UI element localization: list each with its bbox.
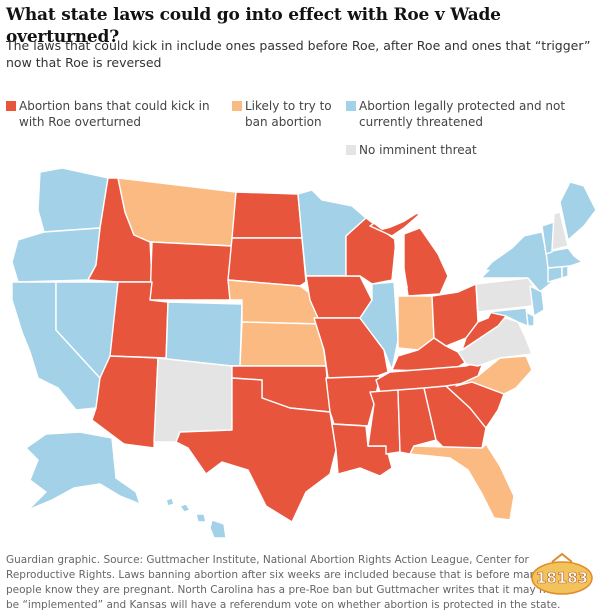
legend-label-protected: Abortion legally protected and not curre… <box>359 99 566 129</box>
lake-erie <box>446 268 490 286</box>
lake-michigan <box>394 234 408 288</box>
state-illinois <box>359 281 399 371</box>
state-colorado <box>165 301 243 367</box>
state-rhode-island <box>561 265 569 279</box>
state-iowa <box>305 275 373 319</box>
state-north-carolina <box>455 355 533 395</box>
state-hawaii <box>165 497 227 539</box>
site-watermark-logo: 18183 <box>531 552 593 595</box>
state-kansas <box>239 321 327 367</box>
state-maryland <box>487 307 529 327</box>
source-footnote: Guardian graphic. Source: Guttmacher Ins… <box>6 554 561 611</box>
state-vermont <box>541 221 555 255</box>
legend-swatch-ban <box>6 101 16 111</box>
watermark-text: 18183 <box>536 569 588 587</box>
state-florida <box>409 443 515 521</box>
legend-swatch-likely <box>232 101 242 111</box>
state-wyoming <box>149 241 233 301</box>
state-north-dakota <box>231 191 303 239</box>
state-louisiana <box>331 423 393 477</box>
legend-label-none: No imminent threat <box>359 143 477 157</box>
state-arkansas <box>325 375 381 427</box>
legend-label-ban: Abortion bans that could kick in with Ro… <box>19 99 210 129</box>
state-massachusetts <box>545 247 583 269</box>
state-texas <box>175 377 337 523</box>
legend-swatch-none <box>346 145 356 155</box>
map-title: What state laws could go into effect wit… <box>6 5 501 47</box>
state-south-dakota <box>227 237 307 287</box>
legend-label-likely: Likely to try to ban abortion <box>245 99 332 129</box>
state-montana <box>117 177 237 247</box>
legend-swatch-protected <box>346 101 356 111</box>
us-state-map <box>11 167 597 539</box>
state-new-hampshire <box>551 211 569 251</box>
state-michigan <box>403 227 449 297</box>
state-alaska <box>25 431 141 511</box>
lake-superior <box>366 210 420 230</box>
state-washington <box>37 167 109 233</box>
state-pennsylvania <box>475 277 537 313</box>
state-new-jersey <box>529 285 545 317</box>
state-nebraska <box>227 279 321 325</box>
state-mississippi <box>367 389 401 455</box>
state-oregon <box>11 227 101 283</box>
state-west-virginia <box>461 309 507 351</box>
map-legend: Abortion bans that could kick in with Ro… <box>6 98 596 162</box>
map-subtitle: The laws that could kick in include ones… <box>6 38 591 70</box>
state-maine <box>559 181 597 241</box>
state-new-mexico <box>153 357 233 443</box>
